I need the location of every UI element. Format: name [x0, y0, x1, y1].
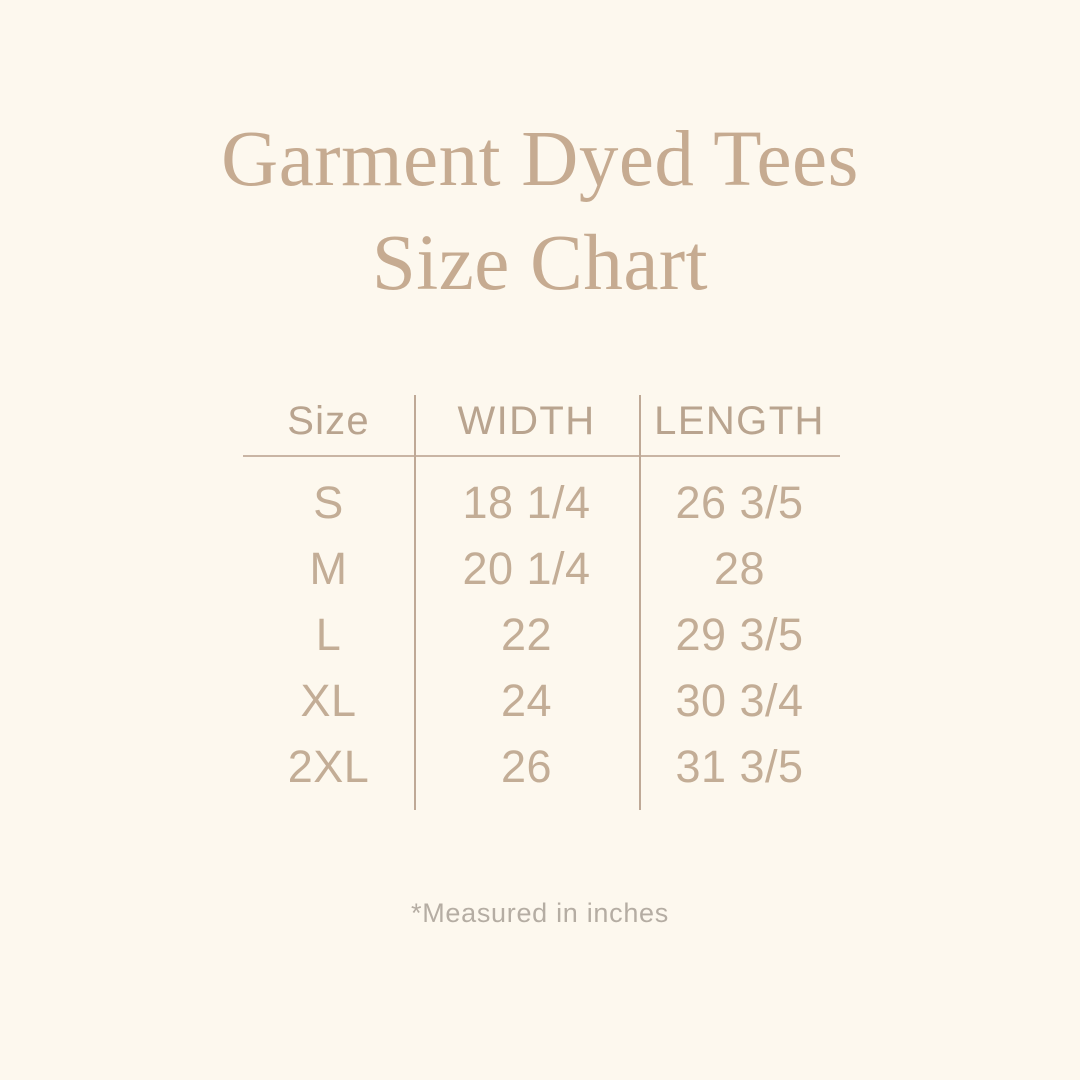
cell-width-value: 20 1/4 [462, 543, 591, 594]
cell-width: 26 [414, 734, 639, 800]
cell-width-value: 26 [500, 741, 553, 792]
cell-size: S [243, 470, 414, 536]
cell-length-value: 30 3/4 [675, 675, 804, 726]
cell-width-value: 18 1/4 [462, 477, 591, 528]
page-title: Garment Dyed Tees Size Chart [0, 108, 1080, 316]
cell-size-value: 2XL [287, 741, 370, 792]
column-divider-width-length [639, 395, 641, 810]
cell-length: 28 [639, 536, 840, 602]
cell-size: 2XL [243, 734, 414, 800]
cell-width-value: 22 [500, 609, 553, 660]
cell-width: 18 1/4 [414, 470, 639, 536]
cell-length-value: 28 [713, 543, 766, 594]
measurement-units-note: *Measured in inches [411, 898, 669, 928]
column-header-length: LENGTH [639, 390, 840, 452]
cell-width: 24 [414, 668, 639, 734]
cell-size-value: S [313, 477, 344, 528]
table-header-row: Size WIDTH LENGTH [243, 390, 840, 452]
table-row: XL 24 30 3/4 [243, 668, 840, 734]
size-table: Size WIDTH LENGTH S 18 1/4 26 3/5 M [243, 382, 840, 812]
cell-length-value: 29 3/5 [675, 609, 804, 660]
cell-length: 26 3/5 [639, 470, 840, 536]
title-line-2: Size Chart [371, 220, 709, 307]
cell-size: L [243, 602, 414, 668]
cell-width-value: 24 [500, 675, 553, 726]
cell-size-value: XL [300, 675, 357, 726]
cell-width: 20 1/4 [414, 536, 639, 602]
cell-length: 30 3/4 [639, 668, 840, 734]
cell-size-value: M [309, 543, 348, 594]
cell-length: 31 3/5 [639, 734, 840, 800]
column-header-size: Size [243, 390, 414, 452]
column-divider-size-width [414, 395, 416, 810]
table-row: 2XL 26 31 3/5 [243, 734, 840, 800]
column-header-size-label: Size [287, 398, 370, 443]
cell-width: 22 [414, 602, 639, 668]
table-row: S 18 1/4 26 3/5 [243, 470, 840, 536]
header-divider-horizontal [243, 455, 840, 457]
column-header-length-label: LENGTH [654, 398, 825, 443]
cell-length-value: 31 3/5 [675, 741, 804, 792]
table-row: L 22 29 3/5 [243, 602, 840, 668]
title-line-1: Garment Dyed Tees [221, 116, 859, 203]
cell-length-value: 26 3/5 [675, 477, 804, 528]
cell-length: 29 3/5 [639, 602, 840, 668]
column-header-width: WIDTH [414, 390, 639, 452]
cell-size: XL [243, 668, 414, 734]
table-row: M 20 1/4 28 [243, 536, 840, 602]
column-header-width-label: WIDTH [457, 398, 596, 443]
cell-size-value: L [315, 609, 342, 660]
cell-size: M [243, 536, 414, 602]
